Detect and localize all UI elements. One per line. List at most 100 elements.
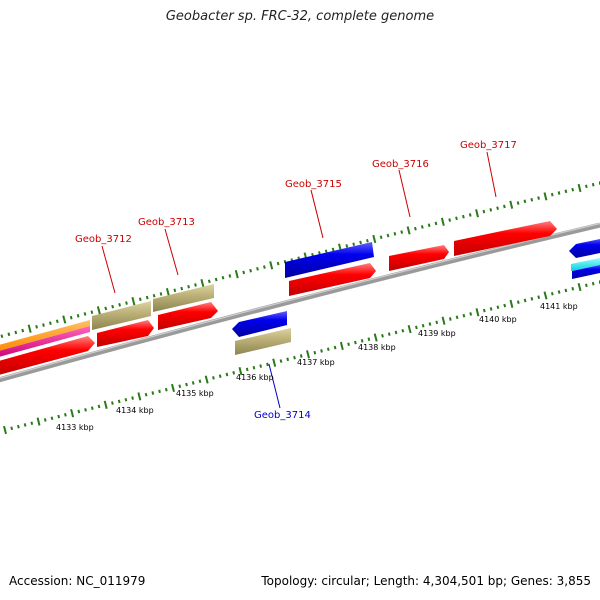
kbp-labels: 4133 kbp 4134 kbp 4135 kbp 4136 kbp 4137…: [56, 302, 578, 432]
tick-mark: [401, 328, 405, 333]
kbp-label: 4134 kbp: [116, 406, 154, 415]
tick-mark: [228, 274, 232, 278]
tick-mark: [585, 283, 588, 288]
tick-mark: [266, 362, 269, 367]
tick-mark: [523, 298, 527, 303]
tick-mark: [221, 275, 225, 280]
tick-mark: [489, 208, 493, 212]
gene-geob-3715[interactable]: [285, 242, 374, 278]
tick-mark: [117, 399, 121, 404]
gene-label-geob-3715[interactable]: Geob_3715: [285, 179, 342, 190]
tick-mark: [212, 376, 215, 380]
tick-mark: [151, 391, 155, 395]
kbp-label: 4141 kbp: [540, 302, 578, 311]
gene-label-geob-3716[interactable]: Geob_3716: [372, 159, 429, 170]
tick-mark: [64, 413, 67, 417]
tick-mark: [30, 421, 34, 426]
tick-mark: [577, 282, 582, 292]
accession-text: Accession: NC_011979: [9, 574, 146, 588]
tick-mark: [242, 270, 246, 275]
gene-label-geob-3714[interactable]: Geob_3714: [254, 410, 311, 421]
gene-cyan-right[interactable]: [571, 257, 600, 271]
tick-mark: [482, 308, 486, 313]
tick-mark: [373, 333, 378, 342]
tick-row-lower: [3, 280, 600, 435]
tick-mark: [7, 332, 11, 337]
tick-mark: [69, 315, 73, 320]
tick-mark: [194, 283, 197, 287]
tick-mark: [185, 382, 188, 387]
tick-mark: [90, 310, 94, 314]
gene-geob-3712-block[interactable]: [92, 301, 151, 330]
tick-mark: [191, 381, 195, 385]
tick-mark: [543, 291, 548, 300]
gene-geob-3716[interactable]: [389, 245, 449, 271]
tick-mark: [84, 408, 87, 412]
kbp-label: 4133 kbp: [56, 423, 94, 432]
tick-mark: [347, 342, 350, 347]
tick-mark: [537, 196, 540, 200]
tick-mark: [434, 221, 438, 226]
tick-mark: [171, 383, 175, 393]
tick-mark: [286, 357, 290, 362]
kbp-label: 4138 kbp: [358, 343, 396, 352]
tick-mark: [252, 365, 256, 370]
gene-label-geob-3717[interactable]: Geob_3717: [460, 140, 517, 151]
kbp-label: 4140 kbp: [479, 315, 517, 324]
gene-geob-3717[interactable]: [454, 221, 557, 256]
tick-mark: [245, 367, 249, 372]
tick-mark: [234, 270, 239, 279]
tick-mark: [407, 324, 412, 334]
tick-mark: [70, 409, 75, 418]
tick-mark: [393, 232, 397, 236]
tick-mark: [320, 349, 323, 353]
gene-red-3712[interactable]: [97, 320, 154, 347]
label-leaders: [101, 151, 497, 409]
gene-orange[interactable]: [0, 320, 90, 352]
tick-mark: [482, 209, 486, 214]
tick-mark: [14, 330, 18, 335]
tick-mark: [125, 301, 128, 305]
tick-mark: [421, 323, 425, 328]
tick-mark: [214, 277, 218, 282]
gene-blue-right[interactable]: [569, 238, 600, 258]
kbp-label: 4139 kbp: [418, 329, 456, 338]
gene-label-geob-3713[interactable]: Geob_3713: [138, 217, 195, 228]
tick-mark: [137, 392, 142, 401]
gene-geob-3714[interactable]: [232, 311, 287, 337]
tick-mark: [225, 372, 229, 377]
tick-mark: [62, 315, 67, 324]
tick-mark: [571, 286, 575, 291]
tick-mark: [232, 371, 236, 375]
gene-khaki-3714[interactable]: [235, 328, 291, 355]
gene-magenta[interactable]: [0, 326, 90, 358]
tick-mark: [367, 337, 371, 341]
tick-mark: [279, 359, 283, 363]
tick-mark: [187, 284, 190, 289]
tick-mark: [571, 187, 575, 192]
tick-mark: [557, 191, 561, 195]
tick-mark: [118, 303, 121, 307]
gene-blue-right-lower[interactable]: [572, 264, 600, 279]
gene-red-3713[interactable]: [158, 302, 218, 330]
kbp-label: 4136 kbp: [236, 373, 274, 382]
tick-mark: [144, 392, 148, 397]
tick-mark: [503, 303, 507, 308]
tick-mark: [76, 314, 80, 318]
gene-labels: Geob_3712 Geob_3713 Geob_3714 Geob_3715 …: [75, 140, 517, 421]
gene-red-3715[interactable]: [289, 263, 376, 296]
gene-red-left[interactable]: [0, 336, 95, 376]
tick-mark: [415, 325, 418, 330]
tick-mark: [489, 307, 493, 311]
tick-mark: [475, 209, 479, 218]
kbp-label: 4135 kbp: [176, 389, 214, 398]
tick-mark: [537, 295, 541, 299]
tick-mark: [428, 322, 432, 326]
tick-mark: [83, 312, 87, 316]
tick-mark: [462, 313, 466, 318]
gene-label-geob-3712[interactable]: Geob_3712: [75, 234, 132, 245]
tick-mark: [577, 183, 582, 193]
tick-mark: [394, 330, 398, 335]
gene-geob-3713-block[interactable]: [153, 284, 214, 312]
